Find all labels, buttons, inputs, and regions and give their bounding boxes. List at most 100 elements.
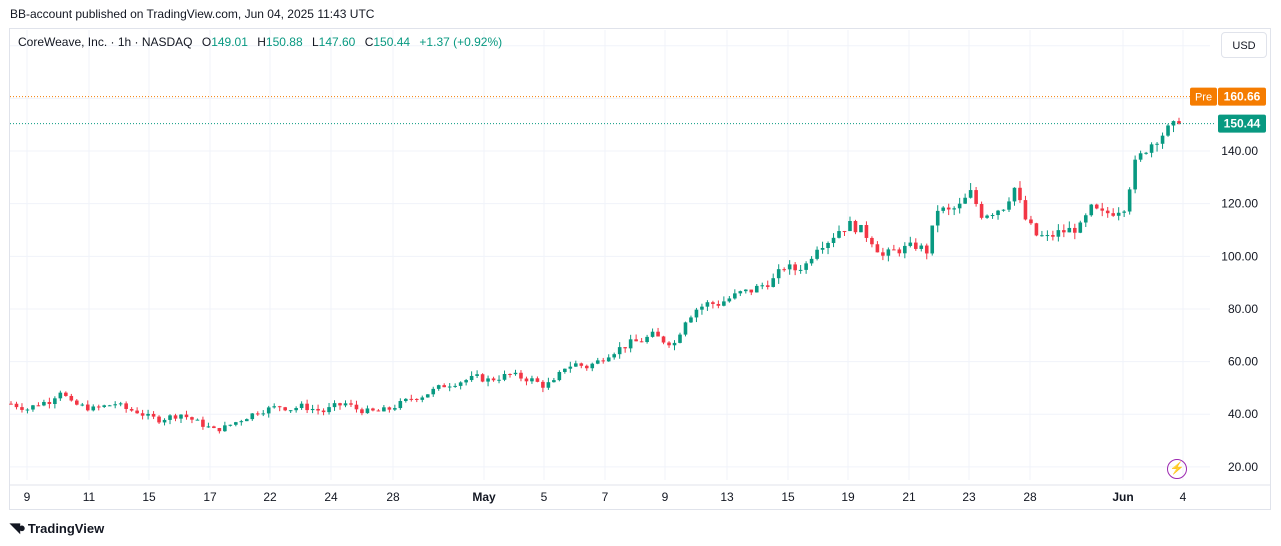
- candle-body: [1001, 209, 1006, 211]
- candle-body: [453, 385, 457, 387]
- candle-body: [727, 298, 732, 302]
- candle-body: [425, 394, 430, 398]
- x-tick-label: 21: [902, 490, 916, 504]
- high-label: H: [257, 35, 266, 49]
- candle-body: [1062, 230, 1066, 233]
- candle-body: [398, 401, 403, 409]
- candle-body: [1040, 235, 1044, 237]
- candle-body: [689, 317, 693, 323]
- candle-body: [360, 409, 364, 414]
- candle-body: [261, 413, 266, 415]
- grid: [10, 30, 1210, 480]
- candle-body: [530, 378, 534, 382]
- bolt-icon[interactable]: ⚡: [1167, 459, 1187, 479]
- x-tick-label: 15: [781, 490, 795, 504]
- candle-body: [848, 221, 852, 232]
- candle-body: [738, 291, 743, 294]
- candle-body: [639, 341, 644, 343]
- y-tick-label: 120.00: [1221, 197, 1258, 211]
- candle-body: [881, 252, 885, 256]
- candle-body: [53, 398, 57, 405]
- candle-body: [700, 306, 704, 310]
- candle-body: [722, 301, 726, 306]
- x-tick-label: 23: [962, 490, 976, 504]
- candle-body: [349, 403, 353, 405]
- candle-body: [946, 207, 951, 210]
- candle-body: [546, 382, 551, 388]
- x-tick-label: 5: [541, 490, 548, 504]
- candle-body: [1018, 187, 1022, 201]
- candle-body: [574, 363, 578, 367]
- candle-body: [283, 407, 287, 411]
- x-axis: 9 11 15 17 22 24 28 May 5 7 9 13 15 19 21 23 28 Jun 4: [10, 484, 1270, 504]
- candle-body: [135, 410, 139, 414]
- candle-body: [431, 388, 436, 395]
- last-price-tag: 150.44: [1224, 117, 1261, 131]
- x-tick-label: 22: [263, 490, 277, 504]
- x-tick-label: 24: [324, 490, 338, 504]
- candle-body: [173, 415, 178, 419]
- candle-body: [371, 408, 375, 411]
- candle-body: [733, 293, 737, 299]
- currency-button[interactable]: USD: [1221, 32, 1267, 58]
- candle-body: [486, 378, 490, 382]
- candle-body: [1094, 204, 1099, 209]
- candle-body: [310, 408, 315, 411]
- candle-body: [480, 374, 485, 382]
- candle-body: [327, 407, 331, 413]
- candle-body: [650, 331, 655, 337]
- candle-body: [491, 378, 496, 381]
- published-line: BB-account published on TradingView.com,…: [10, 7, 375, 21]
- candle-body: [831, 237, 836, 243]
- candle-body: [118, 403, 123, 405]
- candle-body: [963, 197, 967, 204]
- chart-frame[interactable]: [9, 28, 1271, 510]
- candle-body: [628, 339, 633, 349]
- candle-body: [255, 413, 260, 415]
- candle-body: [20, 407, 24, 410]
- candle-body: [595, 360, 600, 364]
- candle-body: [1029, 219, 1033, 224]
- candle-body: [382, 407, 386, 412]
- candle-body: [903, 245, 907, 254]
- candle-body: [190, 417, 194, 420]
- candle-body: [338, 403, 342, 406]
- candle-body: [96, 406, 101, 408]
- candle-body: [288, 410, 293, 412]
- candle-body: [436, 385, 441, 389]
- candle-body: [1067, 227, 1072, 233]
- candle-body: [1034, 223, 1039, 236]
- candle-body: [1089, 204, 1094, 216]
- candle-body: [1166, 125, 1170, 136]
- candle-body: [228, 424, 233, 426]
- candle-body: [168, 415, 172, 420]
- candle-body: [809, 258, 814, 264]
- candle-body: [985, 215, 989, 218]
- x-tick-label: May: [472, 490, 496, 504]
- low-label: L: [311, 35, 319, 49]
- candle-body: [69, 395, 74, 401]
- candle-body: [234, 422, 238, 425]
- candle-body: [305, 403, 309, 411]
- candle-body: [393, 408, 397, 410]
- candle-body: [820, 247, 825, 250]
- candle-body: [14, 403, 19, 408]
- candle-body: [1045, 235, 1050, 237]
- candle-body: [162, 419, 167, 423]
- candle-body: [771, 278, 776, 287]
- candle-body: [568, 366, 573, 369]
- candle-body: [1111, 213, 1115, 216]
- candle-body: [930, 225, 935, 254]
- candle-body: [897, 249, 902, 254]
- close-value: 150.44: [373, 35, 411, 49]
- candle-body: [601, 360, 606, 362]
- candle-body: [272, 406, 277, 408]
- candle-body: [107, 405, 112, 407]
- candle-body: [1007, 201, 1011, 210]
- candle-body: [497, 379, 501, 381]
- candle-body: [990, 215, 995, 217]
- candle-body: [212, 426, 216, 429]
- candle-body: [1100, 208, 1105, 211]
- tradingview-logo[interactable]: ◥● TradingView: [10, 520, 104, 536]
